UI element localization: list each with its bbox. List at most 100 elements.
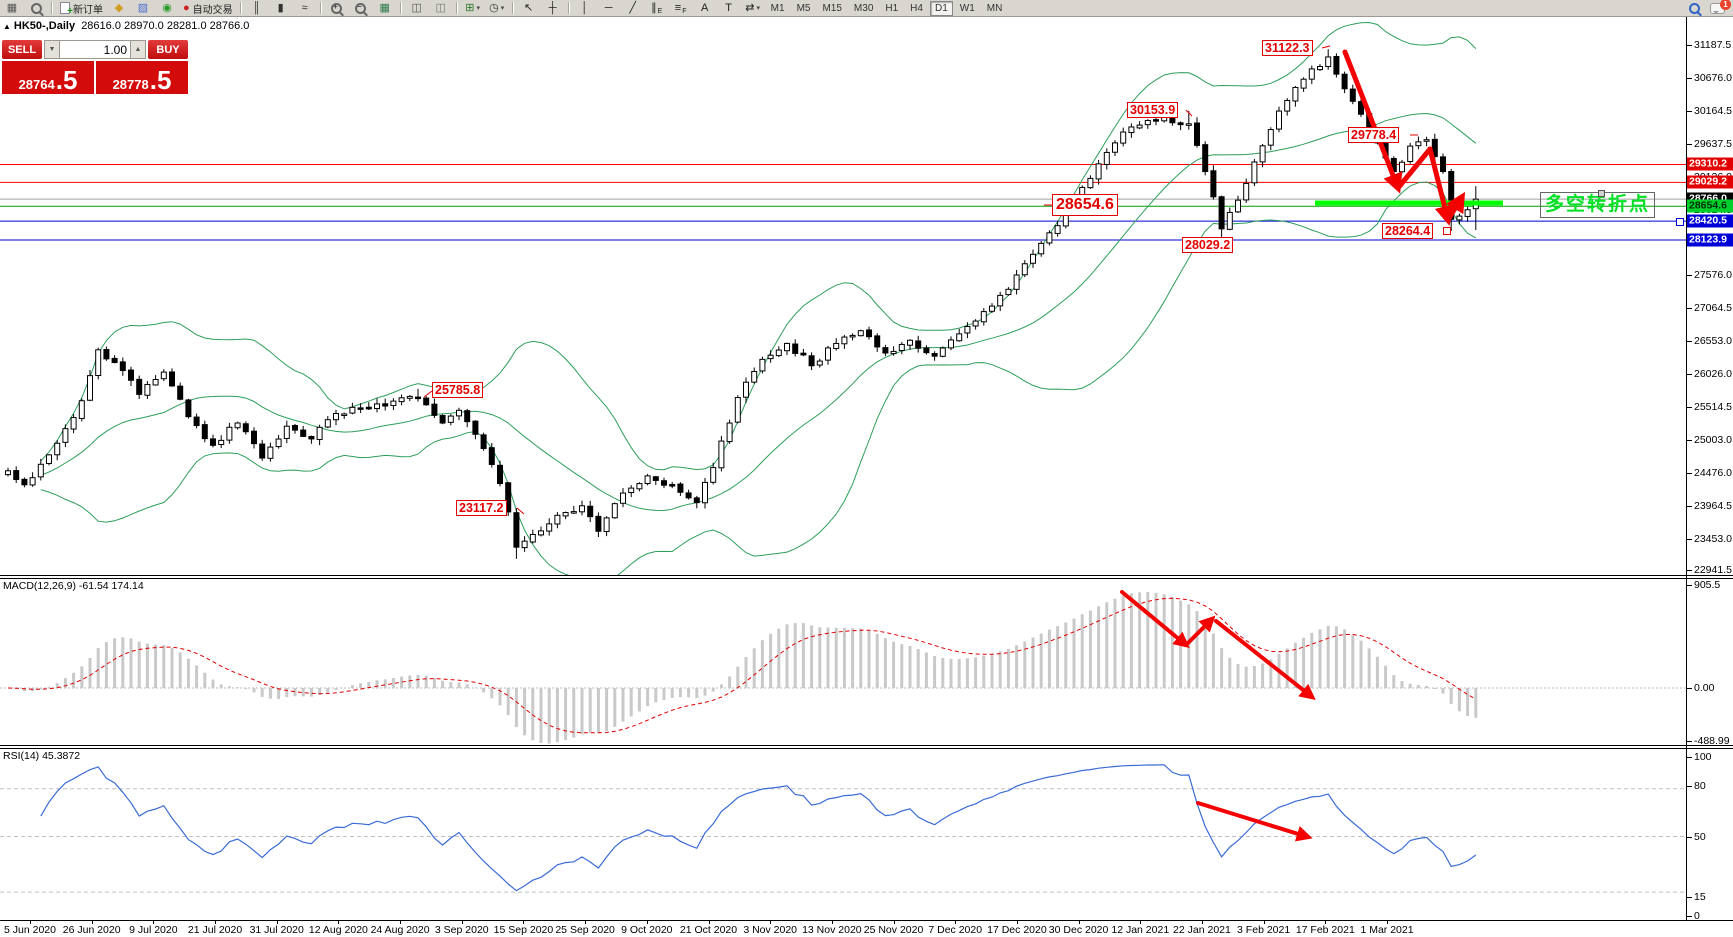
- rsi-indicator-label: RSI(14) 45.3872: [3, 750, 81, 762]
- timeframe-m30[interactable]: M30: [853, 2, 874, 14]
- price-badge: 29310.2: [1687, 157, 1733, 171]
- timeframe-h1[interactable]: H1: [885, 2, 899, 14]
- date-label: 25 Sep 2020: [555, 924, 615, 936]
- date-label: 15 Sep 2020: [493, 924, 554, 936]
- styles-icon[interactable]: ◆: [114, 2, 124, 14]
- buy-price-panel[interactable]: 28778 .5: [96, 61, 188, 94]
- date-label: 17 Feb 2021: [1295, 924, 1355, 936]
- line-chart-icon[interactable]: ≈: [301, 2, 308, 14]
- text-icon[interactable]: A: [700, 2, 709, 14]
- chart-window-icon[interactable]: ▦: [6, 2, 18, 14]
- price-annotation-label[interactable]: 28264.4: [1382, 223, 1434, 239]
- timeframe-d1[interactable]: D1: [929, 0, 953, 16]
- timeframe-m1[interactable]: M1: [770, 2, 785, 14]
- price-annotation-label[interactable]: 23117.2: [456, 500, 507, 516]
- timeframe-mn[interactable]: MN: [986, 2, 1003, 14]
- date-tick: [1016, 921, 1018, 924]
- date-tick: [1140, 921, 1142, 924]
- date-tick: [91, 921, 93, 924]
- price-badge: 28123.9: [1687, 233, 1733, 247]
- zoom-out-icon[interactable]: −: [350, 0, 372, 16]
- price-annotation-label[interactable]: 31122.3: [1262, 40, 1313, 56]
- date-tick: [770, 921, 772, 924]
- sell-price-panel[interactable]: 28764 .5: [2, 61, 94, 94]
- profiles-icon[interactable]: ▨: [137, 2, 149, 14]
- cascade-windows-icon[interactable]: ◫: [435, 2, 446, 14]
- selection-handle[interactable]: [1443, 227, 1451, 235]
- preview-icon[interactable]: [25, 0, 47, 16]
- buy-button[interactable]: BUY: [148, 40, 188, 59]
- price-annotation-label[interactable]: 28029.2: [1182, 237, 1234, 253]
- collapse-icon[interactable]: ▲: [3, 22, 11, 31]
- volume-input[interactable]: [60, 40, 130, 59]
- one-click-trading-panel: SELL ▼ ▲ BUY 28764 .5 28778 .5: [2, 40, 188, 94]
- bid-price-decimal: .5: [55, 65, 78, 95]
- ask-price-decimal: .5: [149, 65, 172, 95]
- toolbar-separator: [567, 2, 570, 14]
- crosshair-icon[interactable]: ┼: [548, 2, 557, 14]
- autotrading-button[interactable]: ● 自动交易: [183, 2, 233, 16]
- price-scale[interactable]: 31187.530676.030164.529637.529126.028614…: [1686, 16, 1733, 922]
- axis-tick: 24476.0: [1687, 467, 1732, 479]
- tile-windows-icon[interactable]: ▦: [379, 2, 390, 14]
- price-annotation-label[interactable]: 25785.8: [432, 382, 484, 398]
- price-annotation-label[interactable]: 30153.9: [1127, 102, 1179, 118]
- timeframe-m15[interactable]: M15: [822, 2, 842, 14]
- axis-tick: 15: [1687, 891, 1706, 903]
- timeframe-h4[interactable]: H4: [910, 2, 923, 14]
- horizontal-line-icon[interactable]: ─: [604, 2, 613, 14]
- pane-divider[interactable]: [0, 578, 1733, 579]
- axis-tick: 50: [1687, 831, 1706, 843]
- date-label: 13 Nov 2020: [802, 924, 862, 936]
- pane-divider[interactable]: [0, 748, 1733, 749]
- date-tick: [276, 921, 278, 924]
- axis-tick: 905.5: [1686, 579, 1721, 591]
- bull-bear-pivot-note[interactable]: 多空转折点: [1540, 190, 1656, 218]
- pane-divider[interactable]: [0, 745, 1733, 746]
- volume-decrease-button[interactable]: ▼: [44, 40, 60, 59]
- price-annotation-label[interactable]: 29778.4: [1348, 127, 1400, 143]
- signal-icon[interactable]: ◉: [162, 2, 172, 14]
- ask-price: 28778: [112, 77, 149, 92]
- text-label-icon[interactable]: T: [725, 2, 733, 14]
- timeframe-m5[interactable]: M5: [796, 2, 811, 14]
- timeframe-w1[interactable]: W1: [959, 2, 975, 14]
- key-level-price-label[interactable]: 28654.6: [1052, 194, 1118, 216]
- sell-button[interactable]: SELL: [2, 40, 42, 59]
- search-icon[interactable]: [1689, 2, 1700, 14]
- axis-tick: 25514.5: [1687, 401, 1732, 413]
- channel-icon[interactable]: ∥ E: [651, 2, 663, 15]
- fibonacci-icon[interactable]: ≡ F: [674, 2, 687, 15]
- toolbar-separator: [319, 2, 322, 14]
- date-label: 12 Aug 2020: [308, 924, 368, 936]
- selection-handle[interactable]: [1676, 218, 1684, 226]
- notifications-icon[interactable]: 1: [1710, 0, 1731, 14]
- date-label: 3 Feb 2021: [1237, 924, 1291, 936]
- volume-increase-button[interactable]: ▲: [130, 40, 146, 59]
- add-indicator-icon[interactable]: ⊞ ▾: [465, 2, 481, 14]
- arrange-windows-icon[interactable]: ◫: [411, 2, 422, 14]
- axis-tick: 27576.0: [1687, 269, 1732, 281]
- axis-tick: 22941.5: [1687, 564, 1732, 576]
- candlestick-chart-icon[interactable]: ▮: [277, 2, 284, 14]
- arrows-icon[interactable]: ⇄ ▾: [745, 2, 761, 14]
- axis-tick: 27064.5: [1687, 302, 1732, 314]
- date-label: 5 Jun 2020: [4, 924, 56, 936]
- axis-tick: 31187.5: [1686, 39, 1732, 51]
- new-order-button[interactable]: 新订单: [57, 0, 106, 17]
- bar-chart-icon[interactable]: ║: [252, 2, 261, 14]
- date-tick: [1387, 921, 1388, 924]
- trendline-icon[interactable]: ╱: [629, 2, 636, 14]
- macd-indicator-label: MACD(12,26,9) -61.54 174.14: [3, 580, 144, 592]
- vertical-line-icon[interactable]: │: [581, 2, 589, 14]
- zoom-in-icon[interactable]: +: [326, 0, 348, 16]
- date-tick: [153, 921, 155, 924]
- pane-divider[interactable]: [0, 575, 1733, 576]
- axis-tick: 30676.0: [1687, 72, 1732, 84]
- cursor-icon[interactable]: ↖: [524, 2, 534, 14]
- axis-tick: 23453.0: [1687, 533, 1732, 545]
- time-scale[interactable]: 5 Jun 2020 26 Jun 2020 9 Jul 2020 21 Jul 20…: [0, 921, 1733, 937]
- periods-icon[interactable]: ◷ ▾: [489, 2, 505, 14]
- toolbar-separator: [51, 2, 53, 14]
